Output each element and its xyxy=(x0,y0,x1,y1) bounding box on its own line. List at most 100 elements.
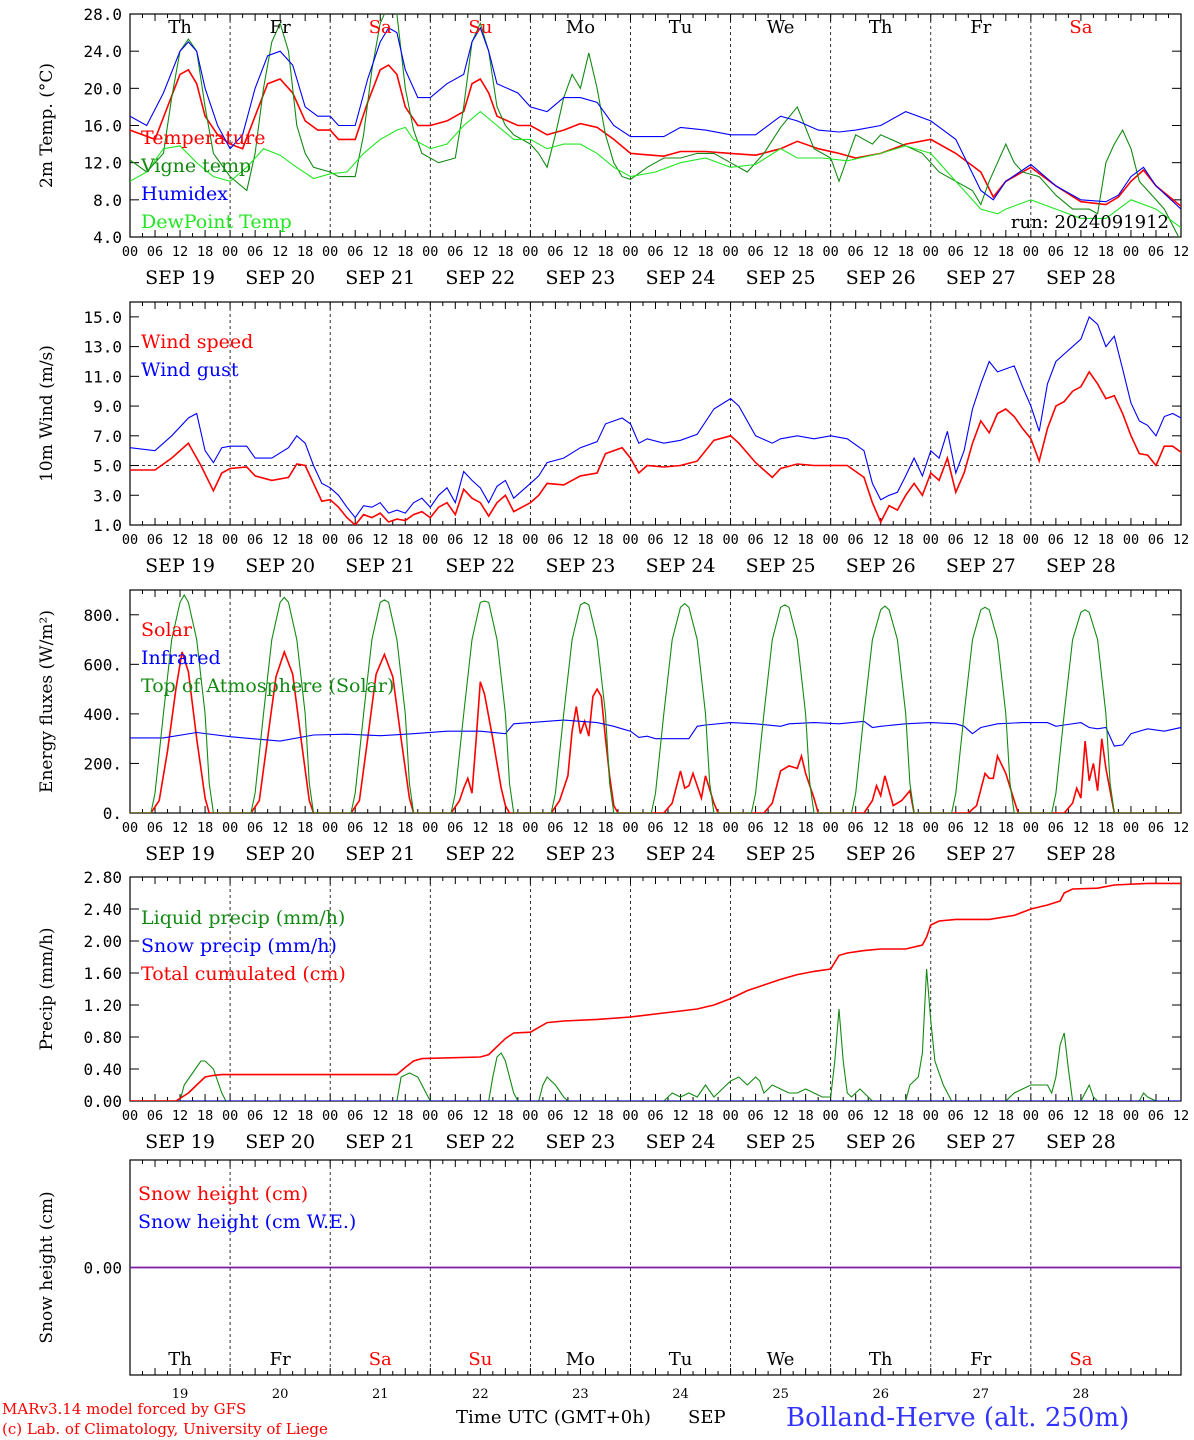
legend-label: Wind speed xyxy=(141,331,253,353)
day-number-label: 20 xyxy=(272,1387,289,1402)
hour-tick-label: 00 xyxy=(1123,532,1139,548)
y-tick-label: 7.0 xyxy=(93,427,122,446)
hour-tick-label: 06 xyxy=(247,532,263,548)
day-name-label: Th xyxy=(168,1349,192,1370)
y-tick-label: 2.80 xyxy=(83,868,122,887)
hour-tick-label: 18 xyxy=(898,1108,914,1124)
hour-tick-label: 12 xyxy=(873,1108,889,1124)
series-line-total-cumulated-cm xyxy=(130,882,1181,1101)
legend-label: Temperature xyxy=(141,127,265,149)
hour-tick-label: 12 xyxy=(472,1108,488,1124)
hour-tick-label: 06 xyxy=(447,532,463,548)
legend-label: Snow precip (mm/h) xyxy=(141,935,337,957)
hour-tick-label: 06 xyxy=(848,532,864,548)
hour-tick-label: 06 xyxy=(547,820,563,836)
hour-tick-label: 00 xyxy=(923,820,939,836)
hour-tick-label: 18 xyxy=(798,244,814,260)
day-name-label: Su xyxy=(468,17,492,38)
date-label: SEP 20 xyxy=(245,1131,315,1153)
hour-tick-label: 00 xyxy=(222,532,238,548)
hour-tick-label: 18 xyxy=(297,820,313,836)
hour-tick-label: 12 xyxy=(1073,820,1089,836)
hour-tick-label: 12 xyxy=(973,532,989,548)
y-tick-label: 200. xyxy=(83,754,122,773)
hour-tick-label: 00 xyxy=(722,244,738,260)
series-line-humidex xyxy=(130,26,1181,210)
y-tick-label: 0.00 xyxy=(83,1259,122,1278)
hour-tick-label: 18 xyxy=(197,244,213,260)
date-label: SEP 23 xyxy=(545,267,615,289)
y-tick-label: 0.80 xyxy=(83,1028,122,1047)
hour-tick-label: 00 xyxy=(622,532,638,548)
hour-tick-label: 00 xyxy=(1023,820,1039,836)
hour-tick-label: 06 xyxy=(647,1108,663,1124)
day-number-label: 19 xyxy=(172,1387,189,1402)
hour-tick-label: 12 xyxy=(1173,244,1189,260)
hour-tick-label: 00 xyxy=(122,244,138,260)
day-number-label: 23 xyxy=(572,1387,589,1402)
y-tick-label: 800. xyxy=(83,606,122,625)
date-label: SEP 28 xyxy=(1046,267,1116,289)
date-label: SEP 19 xyxy=(145,555,215,577)
hour-tick-label: 06 xyxy=(1048,1108,1064,1124)
day-number-label: 26 xyxy=(872,1387,889,1402)
hour-tick-label: 18 xyxy=(697,532,713,548)
legend-label: Liquid precip (mm/h) xyxy=(141,907,345,929)
hour-tick-label: 00 xyxy=(522,244,538,260)
hour-tick-label: 00 xyxy=(722,532,738,548)
y-tick-label: 4.0 xyxy=(93,228,122,247)
hour-tick-label: 00 xyxy=(1023,1108,1039,1124)
hour-tick-label: 18 xyxy=(898,532,914,548)
y-tick-label: 0. xyxy=(103,804,122,823)
hour-tick-label: 00 xyxy=(422,1108,438,1124)
hour-tick-label: 00 xyxy=(823,820,839,836)
legend-label: Humidex xyxy=(141,183,228,205)
hour-tick-label: 06 xyxy=(948,1108,964,1124)
hour-tick-label: 12 xyxy=(1173,532,1189,548)
hour-tick-label: 06 xyxy=(347,820,363,836)
y-tick-label: 8.0 xyxy=(93,191,122,210)
date-label: SEP 24 xyxy=(646,267,716,289)
hour-tick-label: 12 xyxy=(472,532,488,548)
footer: MARv3.14 model forced by GFS (c) Lab. of… xyxy=(2,1400,1129,1438)
y-tick-label: 0.40 xyxy=(83,1060,122,1079)
hour-tick-label: 18 xyxy=(898,820,914,836)
hour-tick-label: 18 xyxy=(898,244,914,260)
hour-tick-label: 12 xyxy=(1173,1108,1189,1124)
hour-tick-label: 18 xyxy=(1098,532,1114,548)
hour-tick-label: 00 xyxy=(622,1108,638,1124)
hour-tick-label: 12 xyxy=(1073,1108,1089,1124)
hour-tick-label: 00 xyxy=(322,532,338,548)
day-name-label: Sa xyxy=(1069,1349,1092,1370)
hour-tick-label: 00 xyxy=(522,532,538,548)
hour-tick-label: 18 xyxy=(297,244,313,260)
hour-tick-label: 00 xyxy=(122,1108,138,1124)
y-tick-label: 5.0 xyxy=(93,457,122,476)
hour-tick-label: 06 xyxy=(1048,532,1064,548)
hour-tick-label: 18 xyxy=(297,532,313,548)
y-tick-label: 24.0 xyxy=(83,42,122,61)
series-line-liquid-precip-mm-h xyxy=(130,968,1181,1101)
day-name-label: We xyxy=(767,1349,795,1370)
series-line-wind-speed xyxy=(130,370,1181,525)
hour-tick-label: 18 xyxy=(497,1108,513,1124)
hour-tick-label: 12 xyxy=(572,820,588,836)
date-label: SEP 26 xyxy=(846,843,916,865)
hour-tick-label: 18 xyxy=(397,1108,413,1124)
date-label: SEP 27 xyxy=(946,555,1016,577)
hour-tick-label: 06 xyxy=(1148,820,1164,836)
hour-tick-label: 18 xyxy=(1098,820,1114,836)
panel-2: 1.0 3.0 5.0 7.0 9.0 11.0 13.0 15.0 10m Wind (m/s… xyxy=(37,301,1189,577)
date-label: SEP 25 xyxy=(746,1131,816,1153)
date-label: SEP 24 xyxy=(646,1131,716,1153)
hour-tick-label: 06 xyxy=(747,1108,763,1124)
date-label: SEP 25 xyxy=(746,555,816,577)
legend-label: Infrared xyxy=(141,647,221,669)
legend-label: DewPoint Temp xyxy=(141,211,292,233)
hour-tick-label: 18 xyxy=(497,820,513,836)
hour-tick-label: 18 xyxy=(998,532,1014,548)
hour-tick-label: 12 xyxy=(572,244,588,260)
hour-tick-label: 00 xyxy=(823,1108,839,1124)
y-tick-label: 2.40 xyxy=(83,900,122,919)
hour-tick-label: 12 xyxy=(572,1108,588,1124)
